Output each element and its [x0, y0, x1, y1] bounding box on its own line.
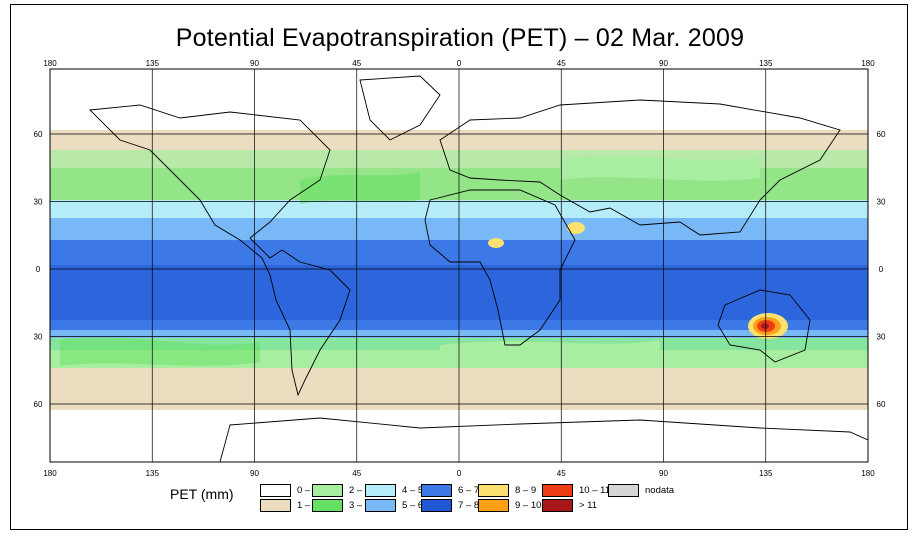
- lat-tick-label: 60: [877, 130, 886, 139]
- lon-tick-label: 135: [759, 469, 773, 478]
- legend-swatch: [542, 484, 573, 497]
- lon-tick-label: 180: [43, 59, 57, 68]
- lat-tick-label: 30: [34, 198, 43, 207]
- patch-north-atlantic: [300, 172, 420, 204]
- lon-labels-bottom: 180 135 90 45 0 45 90 135 180: [43, 469, 875, 478]
- legend-label: 4 – 5: [402, 485, 424, 496]
- lon-tick-label: 90: [250, 59, 259, 68]
- legend-item: nodata: [608, 484, 674, 497]
- patch-south-indian: [440, 340, 660, 368]
- legend-swatch: [312, 484, 343, 497]
- eurasia-outline: [439, 99, 841, 236]
- legend-swatch: [260, 484, 291, 497]
- lon-tick-label: 0: [457, 59, 462, 68]
- patch-south-pacific: [60, 337, 260, 366]
- lon-tick-label: 0: [457, 469, 462, 478]
- lon-tick-label: 90: [659, 59, 668, 68]
- lat-tick-label: 60: [34, 130, 43, 139]
- lon-tick-label: 90: [659, 469, 668, 478]
- lon-tick-label: 45: [557, 469, 566, 478]
- legend-label: 0 – 1: [297, 485, 319, 496]
- map-border: [49, 68, 869, 463]
- lon-tick-label: 180: [861, 59, 875, 68]
- legend-label: 9 – 10: [515, 500, 542, 511]
- lat-tick-label: 0: [36, 265, 41, 274]
- legend-item: 7 – 8: [421, 499, 479, 512]
- lat-tick-label: 30: [877, 333, 886, 342]
- lon-labels-top: 180 135 90 45 0 45 90 135 180: [43, 59, 875, 68]
- lon-tick-label: 90: [250, 469, 259, 478]
- legend-swatch: [260, 499, 291, 512]
- lat-labels-left: 60 30 0 30 60: [34, 130, 43, 409]
- lat-tick-label: 30: [877, 198, 886, 207]
- legend-item: 0 – 1: [260, 484, 318, 497]
- legend-item: 3 – 4: [312, 499, 370, 512]
- legend-item: 6 – 7: [421, 484, 479, 497]
- hotspot-africa: [488, 238, 504, 248]
- legend-item: 10 – 11: [542, 484, 610, 497]
- legend-item: > 11: [542, 499, 597, 512]
- legend-item: 1 – 2: [260, 499, 318, 512]
- lon-tick-label: 135: [146, 469, 160, 478]
- legend-label: 6 – 7: [458, 485, 480, 496]
- figure-frame: [10, 4, 908, 530]
- legend-swatch: [542, 499, 573, 512]
- greenland-outline: [359, 75, 441, 141]
- legend-label: 2 – 3: [349, 485, 371, 496]
- legend-swatch: [365, 484, 396, 497]
- legend-swatch: [478, 499, 509, 512]
- hotspot-arabia: [567, 222, 585, 234]
- legend-swatch: [608, 484, 639, 497]
- lat-tick-label: 60: [34, 400, 43, 409]
- patch-asia: [560, 156, 760, 181]
- antarctica-outline: [219, 417, 868, 462]
- legend-swatch: [421, 499, 452, 512]
- coastlines: [89, 75, 868, 462]
- lat-tick-label: 0: [879, 265, 884, 274]
- lon-tick-label: 180: [43, 469, 57, 478]
- americas-outline: [89, 104, 351, 397]
- legend-label: 5 – 6: [402, 500, 424, 511]
- legend-label: 10 – 11: [579, 485, 610, 496]
- lon-tick-label: 135: [759, 59, 773, 68]
- legend-item: 4 – 5: [365, 484, 423, 497]
- legend-item: 2 – 3: [312, 484, 370, 497]
- hotspot-australia-core: [761, 323, 769, 329]
- lat-tick-label: 60: [877, 400, 886, 409]
- legend-swatch: [365, 499, 396, 512]
- legend-label: 3 – 4: [349, 500, 371, 511]
- map-title: Potential Evapotranspiration (PET) – 02 …: [175, 24, 745, 52]
- legend-label: 7 – 8: [458, 500, 480, 511]
- africa-outline: [424, 189, 576, 346]
- lon-tick-label: 135: [146, 59, 160, 68]
- legend-label: 1 – 2: [297, 500, 319, 511]
- legend-title: PET (mm): [170, 486, 234, 502]
- legend-item: 8 – 9: [478, 484, 536, 497]
- lon-tick-label: 45: [557, 59, 566, 68]
- lon-tick-label: 45: [352, 469, 361, 478]
- legend-item: 9 – 10: [478, 499, 541, 512]
- legend-swatch: [312, 499, 343, 512]
- legend-label: > 11: [579, 500, 598, 511]
- australia-outline: [717, 289, 811, 363]
- lon-tick-label: 45: [352, 59, 361, 68]
- legend-item: 5 – 6: [365, 499, 423, 512]
- lat-tick-label: 30: [34, 333, 43, 342]
- legend-swatch: [421, 484, 452, 497]
- lon-tick-label: 180: [861, 469, 875, 478]
- legend-label: nodata: [645, 485, 675, 496]
- legend-label: 8 – 9: [515, 485, 537, 496]
- legend-swatch: [478, 484, 509, 497]
- graticule: [50, 69, 868, 462]
- lat-labels-right: 60 30 0 30 60: [877, 130, 886, 409]
